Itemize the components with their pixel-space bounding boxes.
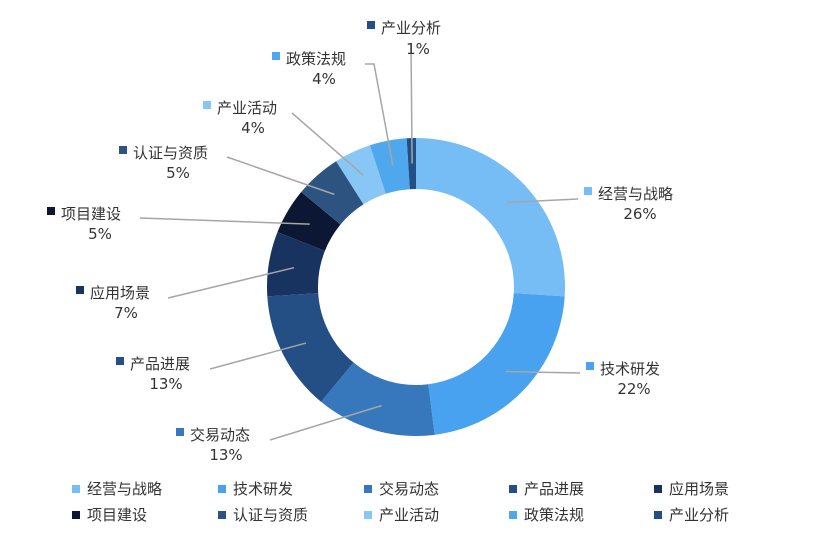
- data-label-marker-3: [116, 357, 124, 365]
- slice-4: [267, 232, 325, 297]
- data-label-category-7: 产业活动: [217, 99, 277, 117]
- slice-6: [301, 161, 364, 225]
- data-label-category-1: 技术研发: [600, 360, 660, 378]
- slices-group: [267, 138, 565, 436]
- data-label-marker-1: [586, 362, 594, 370]
- leader-lines-group: [139, 43, 581, 441]
- legend-marker-5: [72, 511, 80, 519]
- legend-marker-1: [218, 485, 226, 493]
- legend-marker-2: [364, 485, 372, 493]
- slice-5: [277, 192, 341, 251]
- data-label-marker-7: [203, 101, 211, 109]
- leader-line-8: [365, 63, 394, 166]
- legend-label-6: 认证与资质: [233, 506, 308, 524]
- data-label-marker-4: [76, 286, 84, 294]
- data-label-category-0: 经营与战略: [598, 185, 673, 203]
- legend-label-1: 技术研发: [233, 480, 293, 498]
- data-label-category-8: 政策法规: [286, 50, 346, 68]
- legend-marker-4: [654, 485, 662, 493]
- leader-line-5: [139, 217, 310, 225]
- leader-line-3: [209, 342, 307, 370]
- data-label-marker-5: [47, 207, 55, 215]
- data-label-value-1: 22%: [617, 380, 650, 398]
- legend-label-2: 交易动态: [379, 480, 439, 498]
- leader-line-2: [269, 404, 382, 441]
- data-label-marker-0: [584, 187, 592, 195]
- legend-label-5: 项目建设: [87, 506, 147, 524]
- data-label-value-6: 5%: [166, 164, 190, 182]
- legend-label-3: 产品进展: [524, 480, 584, 498]
- slice-0: [416, 138, 565, 297]
- leader-line-9: [410, 43, 413, 164]
- data-label-value-3: 13%: [149, 375, 182, 393]
- data-label-category-4: 应用场景: [90, 284, 150, 302]
- slice-7: [336, 145, 386, 205]
- legend-marker-3: [509, 485, 517, 493]
- data-label-value-5: 5%: [88, 225, 112, 243]
- legend-label-9: 产业分析: [669, 506, 729, 524]
- data-label-marker-8: [272, 52, 280, 60]
- data-labels-group: 经营与战略 26% 技术研发 22% 交易动态 13% 产品进展 13% 应用场景 7% 项目建设 5…: [47, 19, 673, 464]
- slice-3: [267, 293, 354, 402]
- slice-2: [321, 362, 435, 436]
- leader-line-7: [291, 112, 364, 176]
- legend-marker-8: [509, 511, 517, 519]
- data-label-category-3: 产品进展: [130, 355, 190, 373]
- data-label-category-6: 认证与资质: [133, 144, 208, 162]
- data-label-value-7: 4%: [241, 119, 265, 137]
- data-label-marker-9: [367, 21, 375, 29]
- data-label-marker-6: [119, 146, 127, 154]
- slice-1: [428, 293, 565, 435]
- leader-line-1: [506, 370, 581, 374]
- leader-line-4: [167, 266, 295, 299]
- data-label-marker-2: [176, 428, 184, 436]
- data-label-value-8: 4%: [312, 70, 336, 88]
- legend-label-8: 政策法规: [524, 506, 584, 524]
- data-label-value-0: 26%: [623, 205, 656, 223]
- data-label-value-9: 1%: [406, 40, 430, 58]
- legend-marker-9: [654, 511, 662, 519]
- legend-label-0: 经营与战略: [87, 480, 162, 498]
- legend-marker-0: [72, 485, 80, 493]
- legend-marker-7: [364, 511, 372, 519]
- data-label-value-2: 13%: [209, 446, 242, 464]
- data-label-value-4: 7%: [114, 304, 138, 322]
- slice-9: [406, 138, 416, 190]
- data-label-category-5: 项目建设: [61, 205, 121, 223]
- legend-label-7: 产业活动: [379, 506, 439, 524]
- slice-8: [369, 138, 410, 194]
- leader-line-0: [505, 198, 579, 204]
- legend-marker-6: [218, 511, 226, 519]
- leader-line-6: [226, 156, 335, 196]
- data-label-category-9: 产业分析: [381, 19, 441, 37]
- data-label-category-2: 交易动态: [190, 426, 250, 444]
- legend-label-4: 应用场景: [669, 480, 729, 498]
